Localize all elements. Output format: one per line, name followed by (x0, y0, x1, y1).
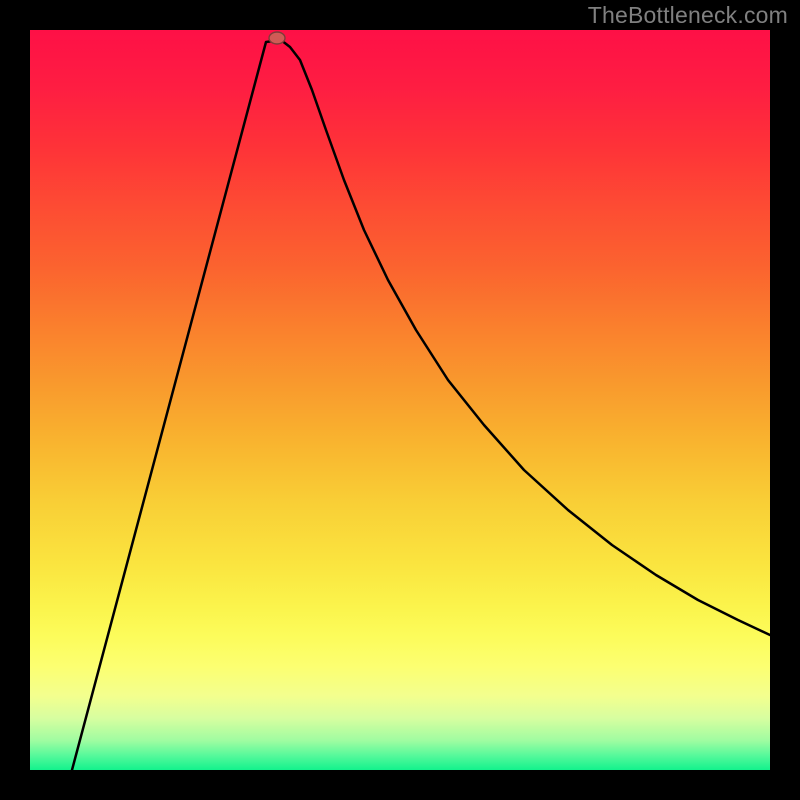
watermark-text: TheBottleneck.com (588, 2, 788, 29)
chart-frame: TheBottleneck.com (0, 0, 800, 800)
chart-svg (30, 30, 770, 770)
gradient-background (30, 30, 770, 770)
plot-area (30, 30, 770, 770)
min-marker (269, 32, 285, 44)
